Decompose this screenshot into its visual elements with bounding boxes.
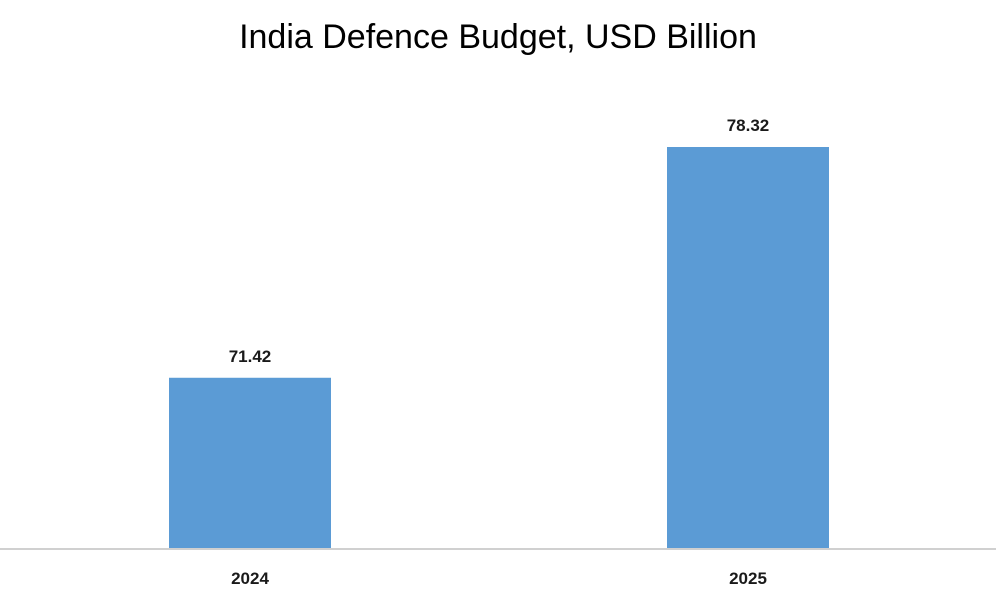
x-tick-label-2025: 2025 bbox=[729, 569, 767, 588]
x-tick-label-2024: 2024 bbox=[231, 569, 269, 588]
chart-title: India Defence Budget, USD Billion bbox=[239, 18, 757, 56]
x-tick-labels: 2024 2025 bbox=[231, 569, 767, 588]
data-label-2025: 78.32 bbox=[727, 116, 770, 135]
bars-layer bbox=[169, 147, 829, 549]
labels-layer: 71.42 78.32 bbox=[229, 116, 770, 366]
bar-2025 bbox=[667, 147, 829, 549]
data-label-2024: 71.42 bbox=[229, 347, 272, 366]
bar-2024 bbox=[169, 377, 331, 549]
